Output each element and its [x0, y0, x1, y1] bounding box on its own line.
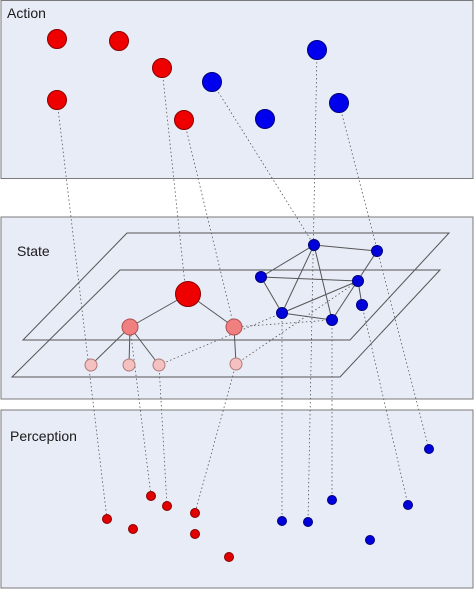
link-line: [233, 319, 333, 328]
action-node-red: [47, 90, 67, 110]
state-node-red-mid: [225, 318, 243, 336]
action-panel: Action: [0, 0, 474, 179]
perception-node-blue: [277, 516, 287, 526]
link-line: [161, 67, 187, 295]
edge-line: [260, 276, 359, 282]
action-node-blue: [202, 72, 222, 92]
state-plane-upper: [21, 232, 451, 341]
state-planes: [10, 232, 451, 378]
action-nodes: [47, 29, 349, 130]
perception-node-blue: [403, 500, 413, 510]
perception-nodes: [102, 444, 434, 562]
state-node-blue: [352, 275, 364, 287]
action-node-red: [47, 29, 67, 49]
perception-node-red: [146, 491, 156, 501]
link-line: [211, 81, 315, 246]
perception-panel-label: Perception: [10, 428, 77, 444]
state-panel: State: [0, 216, 474, 400]
action-panel-label: Action: [7, 5, 46, 21]
action-node-blue: [329, 93, 349, 113]
perception-node-blue: [365, 535, 375, 545]
action-node-red: [109, 31, 129, 51]
action-node-red: [152, 58, 172, 78]
state-node-red-leaf: [152, 358, 166, 372]
link-line: [129, 326, 152, 497]
perception-node-red: [128, 524, 138, 534]
state-panel-background: [0, 216, 474, 400]
state-node-blue: [308, 239, 320, 251]
state-node-blue: [356, 299, 368, 311]
edge-line: [281, 312, 333, 321]
state-node-blue: [371, 245, 383, 257]
state-node-red-leaf: [122, 358, 136, 372]
perception-node-red: [190, 529, 200, 539]
state-panel-label: State: [17, 243, 50, 259]
link-line: [235, 280, 359, 365]
state-node-blue: [276, 307, 288, 319]
state-node-red-mid: [121, 318, 139, 336]
edge-line: [313, 244, 333, 321]
state-node-blue: [255, 271, 267, 283]
link-line: [307, 49, 318, 523]
action-state-links: [56, 49, 430, 523]
perception-node-red: [224, 552, 234, 562]
perception-node-red: [102, 514, 112, 524]
state-blue-nodes: [255, 239, 383, 326]
perception-node-red: [190, 508, 200, 518]
state-node-red-leaf: [84, 358, 98, 372]
edge-line: [260, 244, 315, 278]
edge-line: [260, 276, 283, 314]
edge-line: [281, 280, 359, 314]
action-node-blue: [255, 109, 275, 129]
state-perception-links: [129, 280, 409, 521]
action-node-blue: [307, 40, 327, 60]
state-node-red-leaf: [229, 357, 243, 371]
action-node-red: [174, 110, 194, 130]
perception-node-blue: [303, 517, 313, 527]
action-panel-background: [0, 0, 474, 179]
state-node-blue: [326, 314, 338, 326]
link-line: [194, 363, 237, 514]
state-red-nodes: [84, 281, 243, 372]
edge-line: [90, 326, 131, 366]
edge-line: [313, 244, 378, 252]
perception-node-blue: [327, 495, 337, 505]
perception-node-blue: [424, 444, 434, 454]
perception-panel: Perception: [0, 409, 474, 589]
link-line: [183, 119, 235, 328]
state-plane-lower: [10, 269, 442, 378]
perception-node-red: [162, 501, 172, 511]
perception-panel-background: [0, 409, 474, 589]
state-node-red-root: [175, 281, 201, 307]
